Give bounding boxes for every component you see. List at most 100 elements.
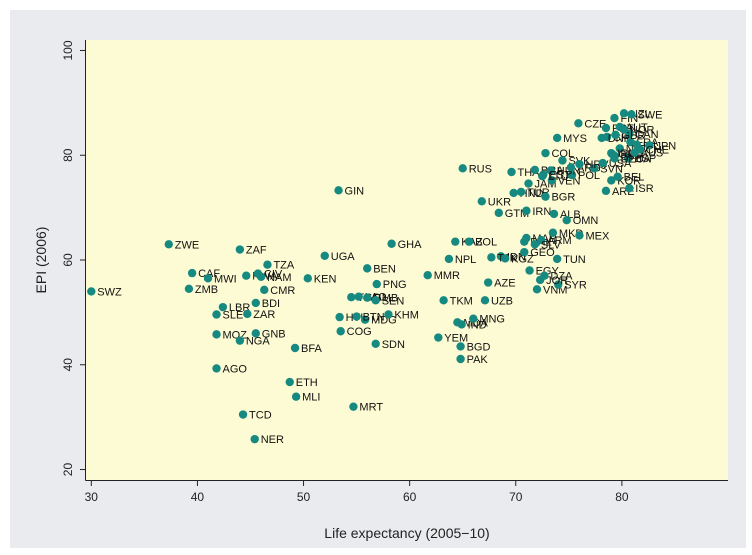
point-label-ltu: LTU	[548, 171, 568, 183]
y-axis-ticks: 20 40 60 80 100	[61, 40, 86, 476]
point-syr	[554, 280, 563, 289]
point-col	[541, 148, 550, 158]
point-gha	[387, 239, 396, 248]
point-slv	[530, 240, 540, 249]
point-label-uga: UGA	[331, 251, 356, 263]
point-label-hnd: HND	[520, 188, 544, 200]
point-dnk	[597, 133, 606, 143]
point-tkm	[439, 296, 448, 305]
point-label-mmr: MMR	[434, 270, 460, 282]
point-label-pol: POL	[578, 170, 600, 182]
point-arm	[537, 235, 546, 245]
point-btn	[352, 312, 361, 321]
point-label-tkm: TKM	[450, 295, 473, 307]
point-tur	[516, 187, 526, 197]
point-kor	[607, 176, 616, 185]
point-caf	[187, 268, 197, 278]
point-label-ner: NER	[261, 434, 284, 446]
point-mar	[522, 233, 531, 243]
point-label-tcd: TCD	[249, 410, 272, 422]
point-label-mys: MYS	[563, 133, 587, 145]
point-label-sle: SLE	[223, 309, 244, 321]
x-axis-ticks: 30 40 50 60 70 80	[85, 480, 629, 504]
point-gtm	[494, 208, 503, 218]
point-label-irl: IRL	[617, 148, 634, 160]
point-are	[601, 186, 611, 196]
data-points: SWZZWEZMBCAFMWIMOZAGOSLELBRZAFNGATCDRWAZ…	[87, 108, 676, 446]
point-ago	[212, 364, 221, 373]
point-mys	[552, 133, 562, 143]
point-label-cmr: CMR	[270, 285, 295, 297]
point-npl	[444, 254, 454, 264]
plot-area	[86, 40, 728, 480]
point-label-swz: SWZ	[97, 286, 122, 298]
point-hun	[546, 166, 555, 175]
point-label-tun: TUN	[563, 254, 586, 266]
point-khm	[384, 310, 393, 319]
point-label-che: CHE	[646, 144, 669, 156]
point-nam	[256, 272, 266, 281]
point-tza	[263, 260, 272, 269]
point-label-mli: MLI	[302, 392, 320, 404]
point-bfa	[290, 343, 300, 353]
y-tick-label: 60	[61, 253, 75, 267]
point-mex	[575, 231, 584, 240]
point-label-civ: CIV	[264, 269, 283, 281]
scatter-chart: 30 40 50 60 70 80 20 40 60 80 100 SWZ ZWE ZMB CAFMWI…	[33, 40, 728, 541]
point-label-mng: MNG	[479, 314, 505, 326]
point-ner	[250, 434, 259, 444]
point-uzb	[480, 296, 490, 305]
point-label-uzb: UZB	[491, 295, 513, 307]
point-bel	[613, 172, 622, 181]
point-tcd	[238, 410, 248, 419]
point-label-caf: CAF	[198, 268, 220, 280]
point-hrv	[575, 159, 584, 169]
point-label-zaf: ZAF	[246, 245, 267, 257]
x-tick-label: 50	[297, 490, 311, 504]
point-tjk	[487, 253, 496, 262]
point-mrt	[349, 402, 358, 411]
x-axis-title: Life expectancy (2005−10)	[324, 525, 489, 541]
point-cze	[574, 119, 583, 128]
point-label-pak: PAK	[467, 354, 489, 366]
point-bol	[464, 237, 474, 246]
point-cyp	[610, 151, 619, 160]
point-gin	[334, 186, 343, 195]
point-rus	[458, 164, 467, 173]
point-label-arm: ARM	[547, 235, 571, 247]
point-label-mrt: MRT	[359, 402, 383, 414]
point-label-svn: SVN	[600, 163, 623, 175]
point-label-ken: KEN	[314, 273, 337, 285]
point-cog	[336, 327, 345, 336]
y-tick-label: 100	[61, 40, 75, 60]
point-gmb	[363, 293, 372, 302]
point-label-est: EST	[549, 170, 571, 182]
point-omn	[562, 215, 571, 225]
point-isr	[625, 184, 634, 193]
y-tick-label: 80	[61, 148, 75, 162]
point-label-nam: NAM	[267, 272, 291, 284]
point-label-yem: YEM	[444, 333, 468, 345]
point-label-slv: SLV	[541, 239, 562, 251]
point-label-bgd: BGD	[467, 341, 491, 353]
point-label-bol: BOL	[475, 237, 497, 249]
y-tick-label: 20	[61, 463, 75, 477]
point-label-cog: COG	[347, 326, 372, 338]
point-bgr	[541, 192, 550, 201]
point-sdn	[371, 339, 380, 349]
point-zar	[243, 309, 252, 319]
point-label-zmb: ZMB	[195, 284, 218, 296]
point-label-bdi: BDI	[262, 298, 280, 310]
point-label-esp: ESP	[634, 153, 656, 165]
point-label-zar: ZAR	[253, 309, 275, 321]
point-label-omn: OMN	[573, 215, 599, 227]
point-label-swe: SWE	[637, 109, 662, 121]
point-geo	[520, 247, 529, 257]
point-label-gin: GIN	[345, 185, 365, 197]
point-nzl	[619, 109, 629, 118]
point-nor	[619, 125, 629, 134]
point-egy	[525, 266, 534, 275]
point-tha	[507, 167, 516, 177]
point-jam	[524, 179, 533, 188]
point-label-nzl: NZL	[630, 108, 651, 120]
